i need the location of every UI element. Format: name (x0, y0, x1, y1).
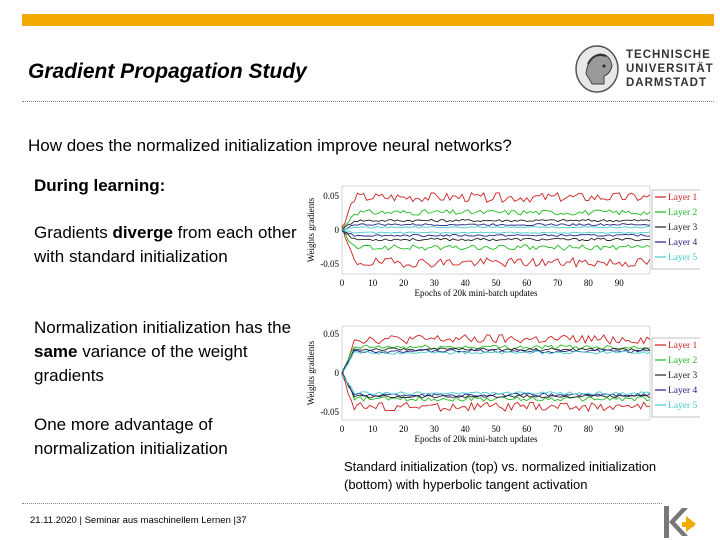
series-line-1-upper (341, 334, 651, 376)
series-line-3-upper (341, 218, 651, 232)
x-tick-label: 80 (584, 278, 594, 288)
series-line-4-upper (341, 349, 651, 374)
series-line-4-upper (341, 223, 651, 231)
footer-text: 21.11.2020 | Seminar aus maschinellem Le… (30, 515, 247, 526)
legend-entry: Layer 4 (668, 386, 698, 396)
series-line-1-upper (341, 192, 651, 228)
legend-entry: Layer 5 (668, 401, 698, 411)
legend-box (651, 189, 700, 270)
x-axis-label: Epochs of 20k mini-batch updates (415, 434, 538, 444)
logo-line-2: UNIVERSITÄT (626, 63, 714, 75)
x-tick-label: 90 (615, 278, 625, 288)
plot-frame (341, 325, 651, 421)
during-learning-heading: During learning: (34, 176, 166, 195)
tu-darmstadt-seal-icon (575, 45, 619, 93)
accent-bar (22, 14, 714, 26)
legend-entry: Layer 2 (668, 356, 698, 366)
y-axis-label: Weights gradients (306, 340, 316, 405)
x-tick-label: 70 (553, 424, 563, 434)
legend-entry: Layer 3 (668, 371, 698, 381)
tu-darmstadt-logo: TECHNISCHE UNIVERSITÄT DARMSTADT (572, 42, 714, 98)
p2-text-bold: same (34, 342, 78, 361)
slide-question: How does the normalized initialization i… (28, 136, 512, 155)
p2-text-pre: Normalization initialization has the (34, 318, 292, 337)
paragraph-normalized-init: Normalization initialization has the sam… (34, 316, 299, 388)
paragraph-standard-init: Gradients diverge from each other with s… (34, 221, 299, 269)
series-line-2-upper (341, 209, 651, 231)
x-tick-label: 10 (368, 278, 378, 288)
series-line-3-upper (341, 347, 651, 373)
series-line-5-lower (341, 229, 651, 234)
x-tick-label: 60 (522, 278, 532, 288)
series-line-2-upper (341, 344, 651, 372)
x-tick-label: 70 (553, 278, 563, 288)
series-line-2-lower (341, 374, 651, 402)
x-tick-label: 40 (461, 424, 471, 434)
ke-logo-icon (664, 506, 696, 538)
p1-text-bold: diverge (112, 223, 173, 242)
legend-entry: Layer 5 (668, 253, 698, 263)
logo-line-3: DARMSTADT (626, 77, 707, 89)
x-tick-label: 20 (399, 278, 409, 288)
x-tick-label: 20 (399, 424, 409, 434)
legend-entry: Layer 2 (668, 208, 698, 218)
legend-entry: Layer 1 (668, 341, 698, 351)
x-tick-label: 0 (340, 424, 345, 434)
footer-divider (22, 503, 662, 504)
title-divider (22, 101, 714, 102)
slide-title: Gradient Propagation Study (28, 60, 307, 83)
series-line-2-lower (341, 228, 651, 251)
p1-text-pre: Gradients (34, 223, 113, 242)
y-axis-label: Weights gradients (306, 197, 316, 262)
series-line-1-lower (341, 225, 651, 268)
series-line-4-lower (341, 230, 651, 237)
y-tick-label: 0.05 (323, 329, 339, 339)
legend-entry: Layer 1 (668, 193, 698, 203)
legend-box (651, 337, 700, 418)
logo-line-1: TECHNISCHE (626, 49, 711, 61)
y-tick-label: -0.05 (320, 407, 339, 417)
series-line-5-upper (341, 226, 650, 231)
series-line-3-lower (341, 230, 651, 242)
x-tick-label: 50 (492, 278, 502, 288)
series-line-3-lower (341, 371, 651, 399)
series-line-5-upper (341, 350, 651, 373)
legend-entry: Layer 4 (668, 238, 698, 248)
y-tick-label: -0.05 (320, 259, 339, 269)
x-tick-label: 60 (522, 424, 532, 434)
y-tick-label: 0.05 (323, 191, 339, 201)
x-tick-label: 30 (430, 278, 440, 288)
logo-text: TECHNISCHE UNIVERSITÄT DARMSTADT (626, 48, 714, 90)
x-axis-label: Epochs of 20k mini-batch updates (415, 288, 538, 298)
x-tick-label: 30 (430, 424, 440, 434)
x-tick-label: 90 (615, 424, 625, 434)
series-line-5-lower (341, 373, 651, 396)
p1-text-post: from each other with standard initializa… (34, 223, 297, 266)
series-line-1-lower (341, 373, 651, 413)
y-tick-label: 0 (335, 225, 340, 235)
x-tick-label: 50 (492, 424, 502, 434)
y-tick-label: 0 (335, 368, 340, 378)
paragraph-advantage: One more advantage of normalization init… (34, 415, 228, 458)
p2-text-post: variance of the weight gradients (34, 342, 248, 385)
figure-caption: Standard initialization (top) vs. normal… (344, 459, 657, 492)
legend-entry: Layer 3 (668, 223, 698, 233)
x-tick-label: 0 (340, 278, 345, 288)
x-tick-label: 10 (368, 424, 378, 434)
x-tick-label: 80 (584, 424, 594, 434)
x-tick-label: 40 (461, 278, 471, 288)
